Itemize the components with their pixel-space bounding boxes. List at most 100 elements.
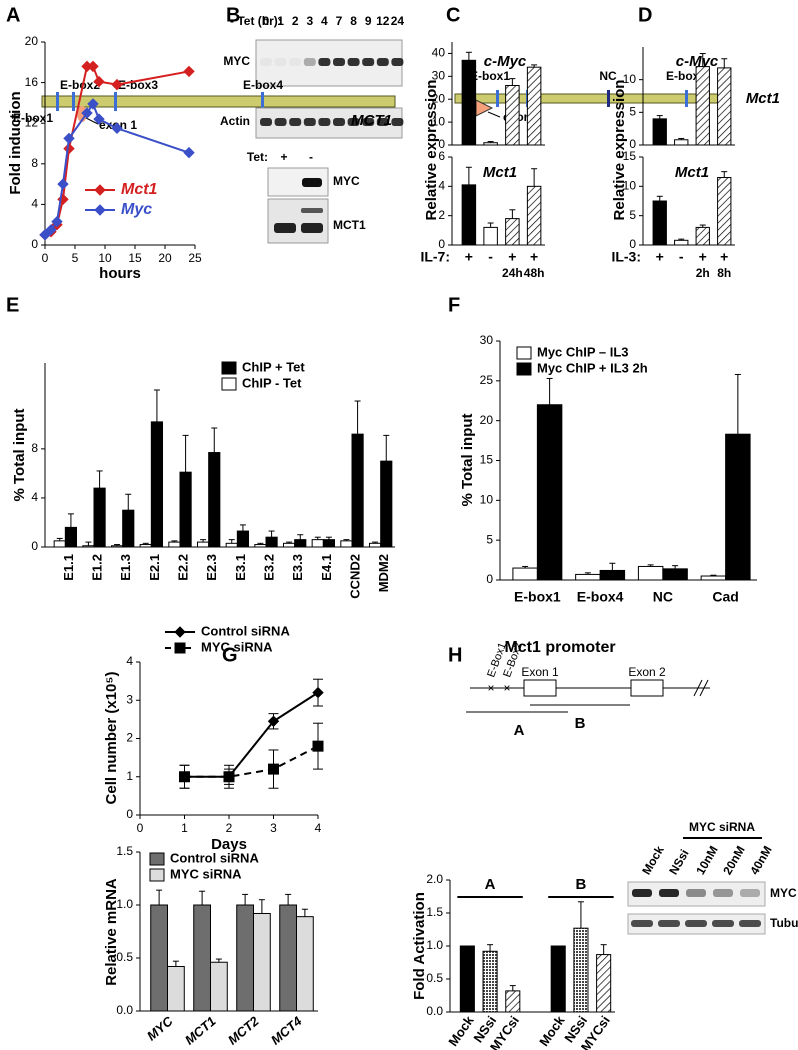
series-line [184,691,319,778]
blot-row-label: MYC [770,886,797,900]
ebox-label: E-box4 [243,78,283,92]
bar [236,904,254,1012]
x-tick-label: 3 [270,821,277,835]
x-tick-label: E1.3 [118,554,133,581]
y-tick-label: 0 [31,539,38,553]
blot-header: Tet: [247,150,268,164]
bar [596,954,612,1013]
x-tick-label: + [530,249,538,265]
exon-label: Exon 1 [521,665,559,679]
legend-swatch [221,377,237,391]
bar [368,542,382,548]
bar [505,990,521,1013]
point [81,107,93,119]
gene-bar [454,93,721,104]
y-tick-label: 4 [126,654,133,668]
legend-label: Control siRNA [170,850,259,865]
x-sublabel: 2h [696,266,710,280]
x-axis-label: IL-7: [420,249,450,265]
lane-label: 40nM [747,844,774,878]
y-tick-label: 15 [480,453,494,467]
ebox-label: E-box1 [470,69,510,83]
band [685,920,707,927]
bar [53,540,66,548]
y-tick-label: 8 [31,441,38,455]
bar [637,565,664,581]
y-tick-label: 10 [432,114,446,128]
x-axis-label: Days [211,836,247,853]
y-tick-label: 20 [480,413,494,427]
x-tick-label: + [508,249,516,265]
lane-label: 7 [336,14,343,28]
y-tick-label: 4 [31,197,38,211]
gene-bar [41,95,396,108]
point [223,771,235,783]
x-tick-label: E3.2 [261,554,276,581]
band [376,118,389,126]
gene-label: MCT1 [351,112,392,129]
x-tick-label: 15 [128,251,142,265]
point [87,98,99,110]
y-tick-label: 15 [623,149,637,163]
y-tick-label: 20 [432,91,446,105]
x-tick-label: Cad [712,589,738,605]
legend-label: MYC siRNA [170,866,242,881]
x-axis-label: hours [99,265,141,282]
fragment-label: A [514,722,525,739]
x-tick-label: E2.2 [175,554,190,581]
bar [168,541,181,548]
exon-label: Exon 2 [628,665,666,679]
band [289,58,302,66]
y-tick-label: 1 [126,769,133,783]
y-tick-label: 4 [31,490,38,504]
lane-label: 3 [306,14,313,28]
y-tick-label: 30 [432,69,446,83]
lane-label: NSsi [666,847,691,877]
blot-row-label: MCT1 [333,218,366,232]
x-tick-label: + [699,249,707,265]
point [111,78,123,91]
bar [93,487,106,548]
legend-label: Mct1 [121,181,158,198]
blot-row-label: MYC [333,174,360,188]
lane-label: 12 [376,14,390,28]
x-tick-label: MYC [144,1013,176,1043]
point [63,132,75,145]
x-tick-label: E-box1 [514,589,561,605]
group-label: B [576,876,587,893]
band [274,58,287,66]
y-tick-label: 0.5 [116,950,133,964]
band [347,58,360,66]
y-tick-label: 0.0 [426,1004,443,1018]
y-tick-label: 5 [629,208,636,222]
x-tick-label: E1.2 [89,554,104,581]
legend-marker [94,204,106,216]
lane-label: Mock [639,843,667,877]
bar [482,950,498,1013]
lane-label: 0 [263,14,270,28]
band [260,58,272,66]
group-label: A [485,876,496,893]
band [362,118,375,126]
x-tick-label: E4.1 [319,554,334,581]
bar [573,927,589,1013]
lane-label: 4 [321,14,328,28]
pointer [487,111,501,118]
bar [208,452,221,548]
x-tick-label: 10 [98,251,112,265]
bar [662,568,688,581]
band [303,58,316,66]
panel-label: C [446,4,460,26]
x-tick-label: + [720,249,728,265]
band [376,58,389,66]
point [111,122,123,134]
bar [179,471,192,548]
y-tick-label: 1.5 [116,844,133,858]
lane-label: 9 [365,14,372,28]
bar [505,84,520,146]
bar [536,404,563,581]
bar [717,67,732,146]
bar [652,200,667,246]
bar [674,139,689,146]
